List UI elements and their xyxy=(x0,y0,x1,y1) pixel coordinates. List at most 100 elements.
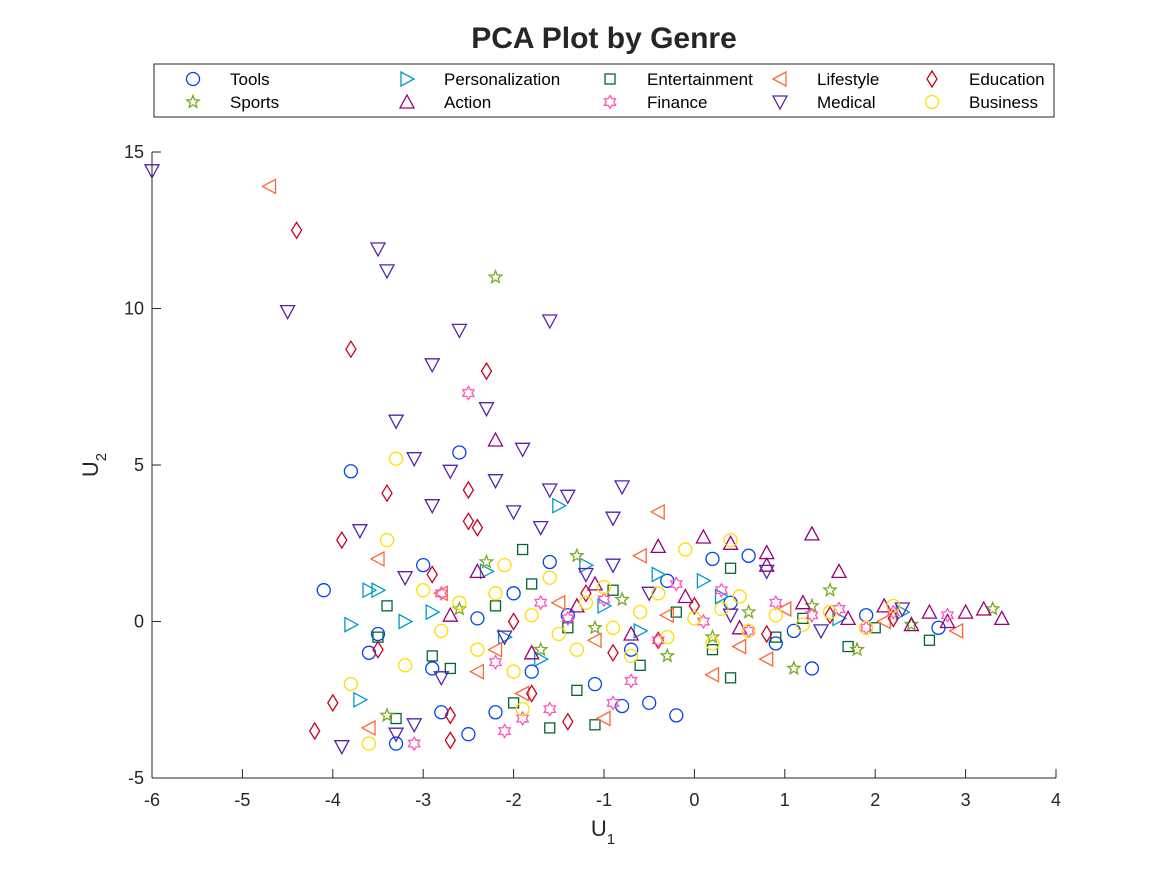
data-point-business xyxy=(723,532,738,548)
data-point-business xyxy=(705,636,720,651)
legend-label-entertainment: Entertainment xyxy=(647,70,753,89)
series-tools xyxy=(316,445,946,751)
data-point-tools xyxy=(343,464,359,479)
x-tick-label: 1 xyxy=(780,790,790,810)
data-point-medical xyxy=(541,483,558,499)
data-point-medical xyxy=(541,314,558,330)
legend-item-finance: Finance xyxy=(603,93,707,112)
data-point-personalization xyxy=(425,604,441,621)
data-point-education xyxy=(426,565,438,584)
data-point-entertainment xyxy=(571,684,583,697)
legend-marker-action xyxy=(398,93,416,109)
data-point-sports xyxy=(849,641,866,657)
data-point-business xyxy=(678,542,693,557)
data-point-finance xyxy=(805,607,819,623)
data-point-business xyxy=(605,620,621,635)
data-point-medical xyxy=(406,452,423,468)
y-tick-label: 0 xyxy=(134,612,144,632)
data-point-education xyxy=(462,480,475,500)
data-point-tools xyxy=(388,736,404,751)
data-point-lifestyle xyxy=(631,547,647,564)
data-point-business xyxy=(578,595,594,610)
data-point-medical xyxy=(388,414,405,430)
data-point-medical xyxy=(559,489,576,505)
legend-label-tools: Tools xyxy=(230,70,270,89)
data-point-sports xyxy=(704,628,721,644)
data-point-action xyxy=(876,597,893,613)
data-point-medical xyxy=(279,304,296,320)
legend-label-business: Business xyxy=(969,93,1038,112)
data-point-personalization xyxy=(353,691,369,708)
data-point-lifestyle xyxy=(704,666,720,683)
data-point-education xyxy=(760,624,773,644)
data-point-entertainment xyxy=(589,719,601,731)
data-point-tools xyxy=(461,727,476,742)
data-point-sports xyxy=(903,616,920,632)
data-point-medical xyxy=(388,727,405,743)
data-point-medical xyxy=(487,474,504,490)
x-tick-label: -3 xyxy=(415,790,431,810)
data-point-sports xyxy=(478,553,495,569)
data-point-tools xyxy=(587,676,603,692)
data-point-medical xyxy=(378,264,396,280)
data-point-lifestyle xyxy=(776,600,792,618)
data-point-action xyxy=(586,575,604,591)
data-point-business xyxy=(633,604,648,620)
y-tick-label: 10 xyxy=(124,299,144,319)
series-action xyxy=(442,431,1010,660)
data-point-medical xyxy=(369,242,387,258)
legend-label-sports: Sports xyxy=(230,93,279,112)
y-tick-label: 15 xyxy=(124,142,144,162)
data-point-finance xyxy=(651,632,666,649)
legend-item-action: Action xyxy=(398,93,491,112)
data-point-education xyxy=(580,584,592,603)
data-point-personalization xyxy=(714,588,730,605)
data-point-lifestyle xyxy=(432,585,448,602)
data-point-action xyxy=(487,431,504,447)
data-point-finance xyxy=(488,654,503,670)
data-point-finance xyxy=(515,710,530,727)
data-point-tools xyxy=(741,548,756,563)
data-point-business xyxy=(488,586,503,601)
data-point-business xyxy=(732,589,747,604)
legend-marker-lifestyle xyxy=(771,70,787,88)
data-point-action xyxy=(758,544,775,560)
data-point-finance xyxy=(461,385,476,401)
legend-item-entertainment: Entertainment xyxy=(604,70,753,89)
data-point-entertainment xyxy=(724,562,737,574)
data-point-action xyxy=(650,538,667,554)
data-point-medical xyxy=(614,480,631,496)
data-point-lifestyle xyxy=(487,641,503,658)
data-point-business xyxy=(651,586,666,601)
data-point-tools xyxy=(804,661,820,676)
series-medical xyxy=(143,164,911,756)
data-point-sports xyxy=(822,581,838,597)
data-point-lifestyle xyxy=(595,710,611,727)
data-point-business xyxy=(569,642,585,657)
data-point-action xyxy=(939,613,956,629)
legend-item-medical: Medical xyxy=(771,93,876,112)
legend-item-personalization: Personalization xyxy=(400,70,560,89)
legend-marker-tools xyxy=(185,71,201,87)
data-point-medical xyxy=(758,564,775,580)
data-point-finance xyxy=(940,607,955,623)
data-point-business xyxy=(416,583,431,598)
data-point-business xyxy=(542,570,557,585)
data-point-medical xyxy=(351,524,368,540)
data-point-medical xyxy=(812,624,830,640)
data-point-business xyxy=(859,620,874,635)
data-point-medical xyxy=(478,402,495,418)
data-point-medical xyxy=(641,586,658,602)
data-point-lifestyle xyxy=(261,178,277,195)
data-point-finance xyxy=(434,585,448,602)
data-point-education xyxy=(381,483,393,503)
data-point-action xyxy=(903,616,920,632)
data-point-business xyxy=(434,623,449,639)
y-tick-label: -5 xyxy=(128,768,144,788)
data-point-entertainment xyxy=(516,543,529,556)
legend: Tools Personalization Entertainment Lifesty… xyxy=(153,63,1055,118)
legend-label-action: Action xyxy=(444,93,491,112)
data-point-personalization xyxy=(362,582,378,599)
